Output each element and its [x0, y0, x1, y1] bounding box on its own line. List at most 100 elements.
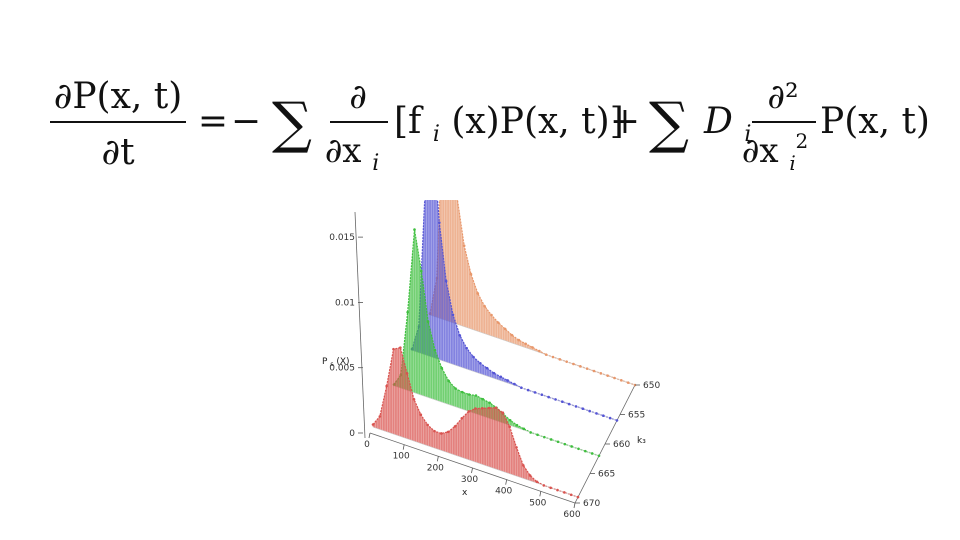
term2-denominator: ∂x i 2	[742, 129, 809, 179]
data-point	[597, 454, 601, 458]
data-point	[574, 405, 578, 408]
data-point	[599, 372, 603, 375]
data-point	[561, 400, 564, 404]
data-point	[569, 493, 573, 497]
z-axis-line	[354, 211, 366, 439]
x-tick-label: 100	[393, 452, 410, 462]
term1-body-rest: (x)P(x, t)]	[451, 101, 623, 142]
data-point	[515, 423, 519, 427]
data-point	[515, 446, 518, 449]
x-tick-mark	[505, 479, 508, 485]
data-point	[440, 366, 444, 370]
x-tick-mark	[539, 491, 542, 497]
z-axis-label-rest: (X)	[336, 357, 349, 367]
data-point	[592, 369, 596, 373]
term1-denominator: ∂x i	[325, 131, 380, 176]
x-tick-mark	[573, 502, 576, 509]
data-point	[608, 416, 612, 420]
data-point	[492, 371, 496, 375]
term1-sum-symbol: ∑	[272, 91, 312, 156]
y-axis-label: k₃	[637, 436, 646, 446]
term1-body-sub: i	[433, 122, 440, 147]
data-point	[467, 410, 470, 413]
data-point	[490, 313, 493, 317]
data-point	[517, 338, 521, 342]
term1-denominator-sub: i	[372, 151, 379, 176]
z-tick-label: 0.005	[329, 364, 355, 374]
data-point	[433, 429, 436, 433]
data-point	[451, 313, 455, 317]
data-point	[563, 491, 566, 494]
z-tick-label: 0.01	[335, 298, 355, 308]
y-tick-label: 660	[613, 440, 630, 450]
data-point	[497, 321, 500, 324]
term2-denominator-text: ∂x	[742, 131, 779, 171]
data-point	[531, 346, 534, 349]
term2-coef-text: D	[703, 101, 733, 142]
data-point	[538, 349, 541, 353]
z-tick-label: 0	[349, 429, 355, 439]
data-point	[522, 427, 526, 431]
data-point	[469, 272, 473, 276]
data-point	[535, 480, 539, 484]
data-point	[481, 397, 485, 401]
data-point	[438, 221, 441, 224]
data-point	[595, 412, 598, 415]
data-point	[556, 488, 559, 492]
data-point	[551, 355, 555, 359]
data-point	[581, 407, 585, 411]
data-point	[615, 419, 619, 422]
x-tick-mark	[368, 432, 371, 439]
data-point	[508, 425, 511, 429]
data-point	[503, 327, 507, 331]
data-point	[440, 432, 443, 435]
lhs-denominator-text: ∂t	[101, 132, 135, 173]
x-tick-label: 200	[427, 463, 444, 473]
data-point	[602, 414, 605, 418]
data-point	[476, 292, 480, 295]
data-point	[533, 391, 537, 394]
x-tick-label: 0	[364, 440, 370, 450]
data-point	[529, 431, 532, 434]
data-point	[405, 372, 409, 375]
data-point	[488, 401, 491, 405]
y-tick-label: 665	[598, 470, 615, 480]
term2-sum-symbol: ∑	[649, 91, 689, 156]
data-point	[446, 430, 450, 434]
lhs-denominator: ∂t	[101, 132, 135, 173]
data-point	[494, 406, 498, 410]
term1-body: [f i (x)P(x, t)]	[394, 101, 624, 150]
data-point	[572, 362, 575, 366]
data-point	[542, 484, 546, 487]
term2-coef-sub: i	[744, 122, 751, 147]
data-point	[458, 334, 462, 337]
data-point	[576, 495, 580, 499]
x-tick-mark	[436, 456, 439, 462]
term2-body: P(x, t)	[820, 101, 930, 142]
data-point	[467, 393, 471, 396]
data-point	[588, 409, 591, 413]
data-point	[420, 269, 423, 273]
data-point	[444, 279, 448, 283]
term1-body-text: [f	[394, 101, 424, 142]
data-point	[554, 398, 557, 401]
series-layer	[371, 200, 637, 499]
data-point	[522, 464, 525, 467]
data-point	[549, 438, 553, 441]
x-tick-mark	[402, 444, 405, 450]
data-point	[474, 407, 477, 410]
data-point	[549, 486, 552, 490]
x-tick-label: 300	[461, 475, 478, 485]
term1-numerator: ∂	[349, 77, 367, 117]
data-point	[433, 348, 437, 352]
data-point	[479, 361, 482, 365]
data-point	[406, 310, 409, 314]
data-point	[563, 442, 567, 446]
data-point	[540, 393, 544, 397]
z-tick-label: 0.015	[329, 233, 355, 243]
data-point	[419, 413, 423, 417]
data-point	[543, 435, 546, 439]
data-point	[483, 304, 486, 308]
term2-numerator: ∂²	[767, 77, 798, 117]
data-point	[526, 388, 530, 392]
